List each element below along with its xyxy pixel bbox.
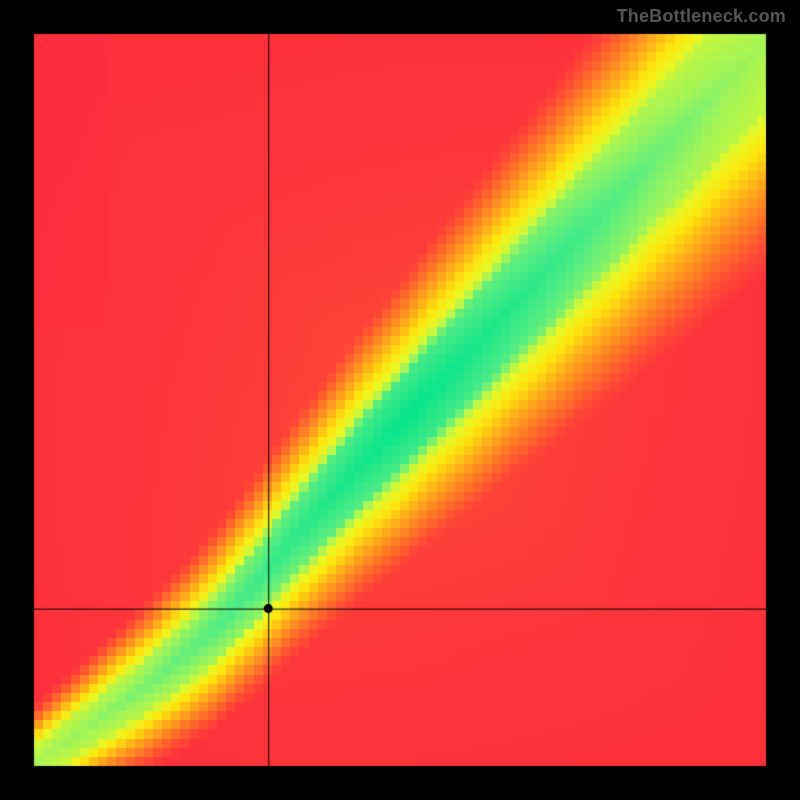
bottleneck-heatmap-canvas: [0, 0, 800, 800]
chart-container: TheBottleneck.com: [0, 0, 800, 800]
